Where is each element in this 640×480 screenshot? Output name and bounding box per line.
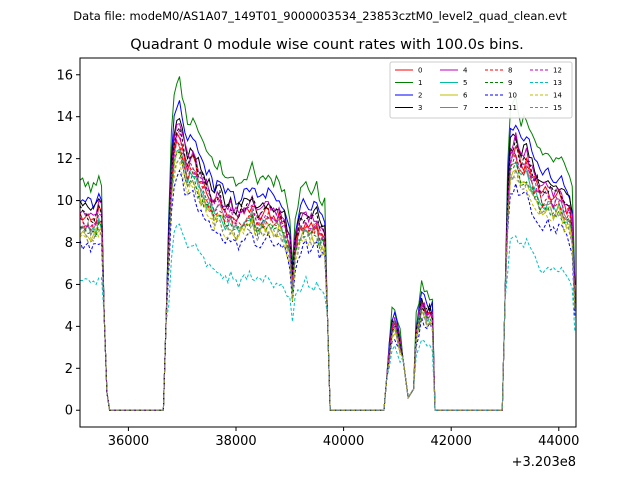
series-line [79,156,576,411]
legend-label: 1 [418,79,422,87]
legend-label: 8 [508,67,512,75]
legend-label: 10 [508,92,517,100]
legend-label: 15 [553,104,562,112]
y-tick-label: 4 [65,320,73,335]
y-tick-label: 0 [65,404,73,419]
series-layer [79,76,576,411]
x-tick-label: 42000 [431,434,472,449]
legend-label: 2 [418,92,422,100]
legend-label: 9 [508,79,512,87]
legend-label: 13 [553,79,562,87]
legend-label: 6 [463,92,468,100]
y-tick-label: 12 [56,152,73,167]
x-tick-label: 36000 [108,434,149,449]
x-axis: 36000 38000 40000 42000 44000 [108,427,579,449]
x-tick-label: 44000 [538,434,579,449]
plot-area [80,58,576,427]
legend-label: 12 [553,67,562,75]
x-tick-label: 38000 [215,434,256,449]
y-tick-label: 2 [65,362,73,377]
y-tick-label: 8 [65,236,73,251]
legend-label: 0 [418,67,422,75]
legend-label: 11 [508,104,517,112]
chart-suptitle: Data file: modeM0/AS1A07_149T01_90000035… [73,9,567,23]
y-tick-label: 6 [65,278,73,293]
chart-title: Quadrant 0 module wise count rates with … [130,37,524,53]
legend-box [389,61,573,119]
y-tick-label: 14 [56,110,73,125]
y-tick-label: 16 [56,68,73,83]
y-axis: 0 2 4 6 8 10 12 14 16 [56,68,80,419]
legend-label: 3 [418,104,422,112]
legend-label: 4 [463,67,468,75]
legend-label: 14 [553,92,562,100]
legend-label: 5 [463,79,467,87]
legend-label: 7 [463,104,467,112]
x-tick-label: 40000 [323,434,364,449]
x-offset-label: +3.203e8 [512,455,576,470]
y-tick-label: 10 [56,194,73,209]
